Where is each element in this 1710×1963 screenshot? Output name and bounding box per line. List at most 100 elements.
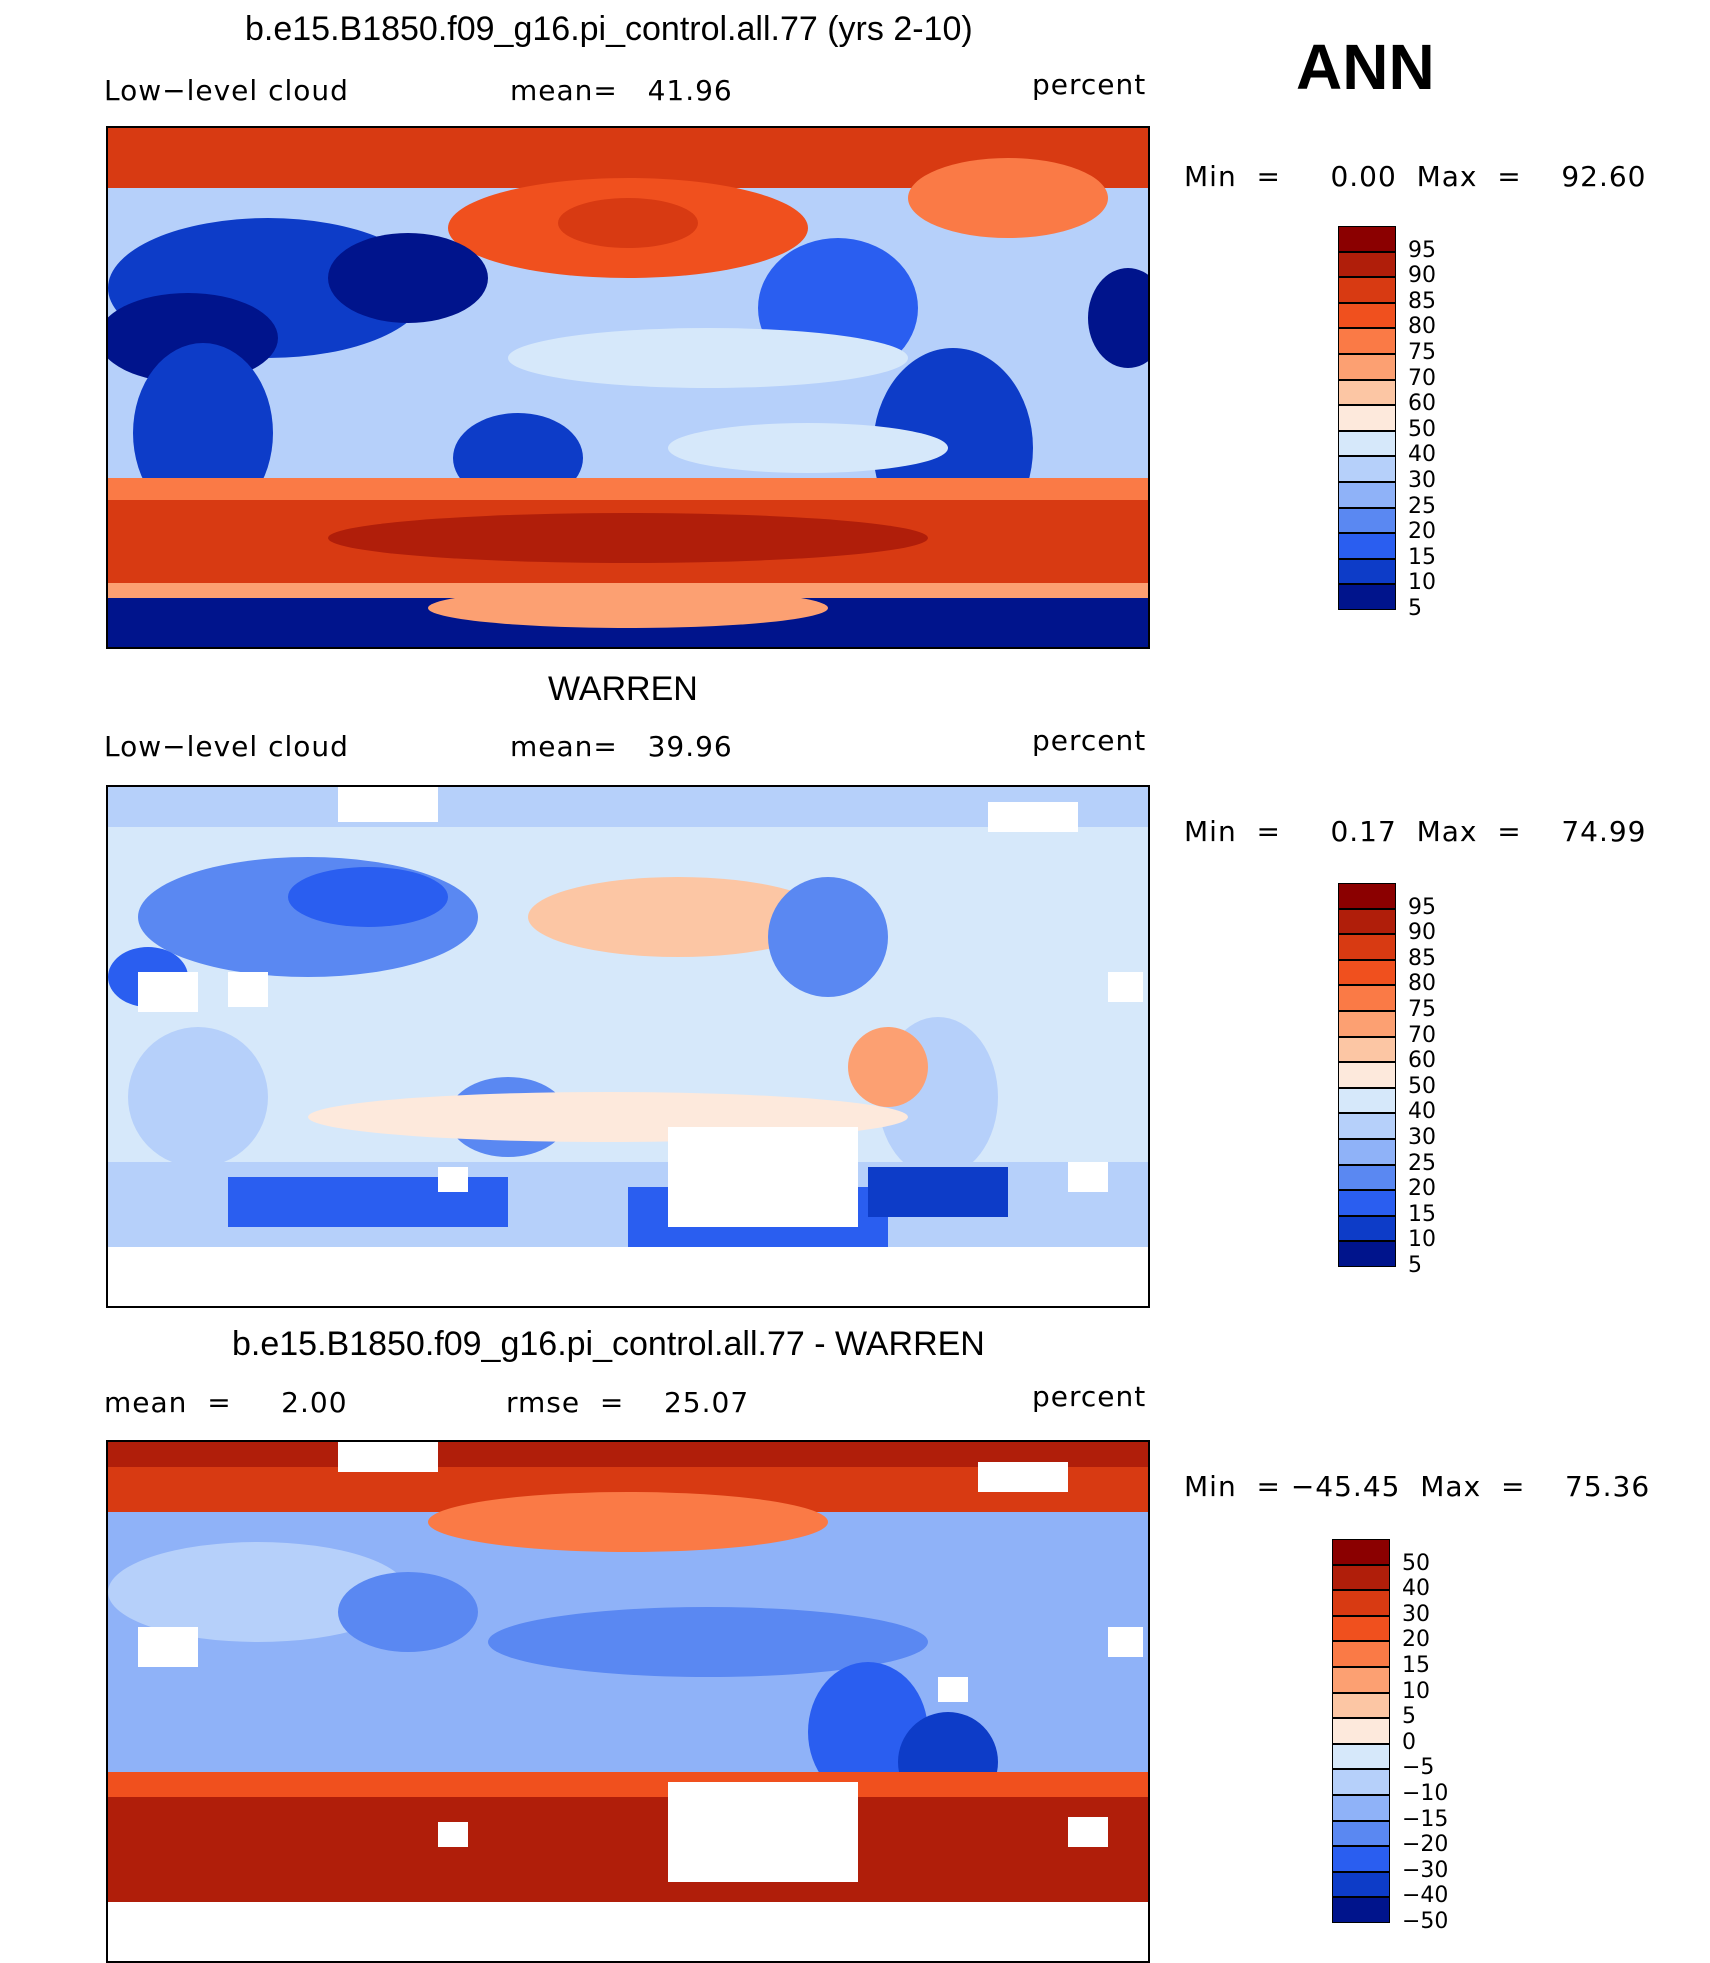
colorbar-segment	[1338, 405, 1396, 431]
colorbar-segment	[1332, 1615, 1390, 1642]
colorbar-segment	[1338, 1011, 1396, 1037]
colorbar-segment	[1332, 1743, 1390, 1770]
colorbar-tick-label: −10	[1402, 1781, 1449, 1806]
colorbar-tick-label: 30	[1402, 1601, 1430, 1627]
colorbar-segment	[1338, 482, 1396, 508]
panel3-minmax: Min = −45.45 Max = 75.36	[1184, 1470, 1651, 1503]
colorbar-segment	[1338, 1113, 1396, 1139]
difference-map	[108, 1442, 1148, 1961]
colorbar-tick-label: 0	[1402, 1729, 1416, 1755]
colorbar-tick-label: 50	[1408, 1073, 1436, 1099]
colorbar-tick-label: 85	[1408, 945, 1436, 971]
colorbar-tick-label: 80	[1408, 314, 1436, 340]
colorbar-tick-label: 75	[1408, 997, 1436, 1022]
panel1-title: b.e15.B1850.f09_g16.pi_control.all.77 (y…	[245, 10, 973, 48]
colorbar-segment	[1332, 1769, 1390, 1795]
colorbar-segment	[1338, 533, 1396, 559]
colorbar-segment	[1332, 1667, 1390, 1693]
colorbar-segment	[1338, 1164, 1396, 1191]
colorbar-segment	[1338, 959, 1396, 986]
panel3-rmse-label: rmse = 25.07	[506, 1386, 750, 1419]
colorbar-tick-label: 40	[1408, 1099, 1436, 1125]
colorbar-tick-label: −20	[1402, 1832, 1449, 1858]
colorbar-tick-label: 30	[1408, 1125, 1436, 1150]
colorbar-tick-label: −30	[1402, 1857, 1449, 1883]
panel2-minmax: Min = 0.17 Max = 74.99	[1184, 815, 1647, 848]
colorbar-segment	[1338, 226, 1396, 252]
colorbar-tick-label: 25	[1408, 493, 1436, 519]
colorbar-tick-label: 40	[1402, 1576, 1430, 1602]
panel1-units-label: percent	[1032, 68, 1147, 101]
model-cloud-map	[108, 128, 1148, 647]
colorbar-segment	[1338, 1215, 1396, 1242]
colorbar-tick-label: 50	[1408, 416, 1436, 442]
colorbar-tick-label: 30	[1408, 468, 1436, 493]
colorbar-segment	[1338, 328, 1396, 354]
colorbar-1: 95 90 85 80 75 70 60 50 40 30 25 20 15 10 5	[1338, 226, 1458, 640]
colorbar-tick-label: 5	[1408, 596, 1422, 621]
colorbar-segment	[1332, 1590, 1390, 1616]
colorbar-segment	[1338, 277, 1396, 303]
panel1-variable-label: Low−level cloud	[104, 74, 349, 107]
colorbar-segment	[1338, 354, 1396, 380]
panel2-mean-label: mean= 39.96	[510, 730, 733, 763]
colorbar-segment	[1338, 1087, 1396, 1114]
colorbar-tick-label: 5	[1402, 1704, 1416, 1730]
colorbar-tick-label: −15	[1402, 1806, 1449, 1832]
map-panel-3	[106, 1440, 1150, 1963]
colorbar-tick-label: 40	[1408, 442, 1436, 468]
colorbar-tick-label: 10	[1402, 1678, 1430, 1704]
colorbar-segment	[1338, 985, 1396, 1011]
colorbar-tick-label: 95	[1408, 237, 1436, 263]
colorbar-tick-label: 85	[1408, 288, 1436, 314]
colorbar-tick-label: 15	[1408, 544, 1436, 570]
colorbar-segment	[1338, 302, 1396, 329]
colorbar-segment	[1332, 1897, 1390, 1923]
colorbar-tick-label: 5	[1408, 1253, 1422, 1278]
colorbar-tick-label: 10	[1408, 570, 1436, 596]
colorbar-tick-label: 15	[1402, 1653, 1430, 1678]
colorbar-segment	[1338, 507, 1396, 534]
colorbar-segment	[1338, 379, 1396, 406]
colorbar-segment	[1338, 1036, 1396, 1063]
colorbar-tick-label: 80	[1408, 971, 1436, 997]
colorbar-segment	[1338, 1062, 1396, 1088]
colorbar-segment	[1332, 1820, 1390, 1847]
panel2-title: WARREN	[548, 670, 698, 708]
colorbar-tick-label: 25	[1408, 1150, 1436, 1176]
colorbar-tick-label: 70	[1408, 1022, 1436, 1048]
colorbar-2: 95 90 85 80 75 70 60 50 40 30 25 20 15 10 5	[1338, 883, 1458, 1297]
colorbar-tick-label: −40	[1402, 1883, 1449, 1909]
colorbar-tick-label: 15	[1408, 1201, 1436, 1227]
panel1-minmax: Min = 0.00 Max = 92.60	[1184, 160, 1647, 193]
colorbar-tick-label: −5	[1402, 1755, 1435, 1781]
colorbar-segment	[1332, 1539, 1390, 1565]
panel3-units-label: percent	[1032, 1380, 1147, 1413]
colorbar-segment	[1332, 1846, 1390, 1872]
panel3-mean-label: mean = 2.00	[104, 1386, 348, 1419]
panel2-units-label: percent	[1032, 724, 1147, 757]
colorbar-tick-label: 60	[1408, 1048, 1436, 1074]
colorbar-tick-label: 90	[1408, 263, 1436, 289]
colorbar-tick-label: −50	[1402, 1909, 1449, 1934]
colorbar-segment	[1338, 1190, 1396, 1216]
colorbar-segment	[1338, 430, 1396, 457]
colorbar-segment	[1338, 456, 1396, 482]
colorbar-tick-label: 20	[1408, 519, 1436, 545]
map-panel-1	[106, 126, 1150, 649]
colorbar-segment	[1338, 1139, 1396, 1165]
colorbar-segment	[1332, 1795, 1390, 1821]
season-label: ANN	[1296, 31, 1435, 103]
colorbar-tick-label: 95	[1408, 894, 1436, 920]
colorbar-segment	[1338, 1241, 1396, 1267]
colorbar-tick-label: 20	[1408, 1176, 1436, 1202]
panel1-mean-label: mean= 41.96	[510, 74, 733, 107]
map-panel-2	[106, 785, 1150, 1308]
colorbar-segment	[1338, 584, 1396, 610]
colorbar-segment	[1332, 1718, 1390, 1744]
colorbar-segment	[1338, 558, 1396, 585]
colorbar-tick-label: 70	[1408, 365, 1436, 391]
colorbar-segment	[1338, 251, 1396, 278]
colorbar-segment	[1338, 908, 1396, 935]
colorbar-segment	[1332, 1564, 1390, 1591]
